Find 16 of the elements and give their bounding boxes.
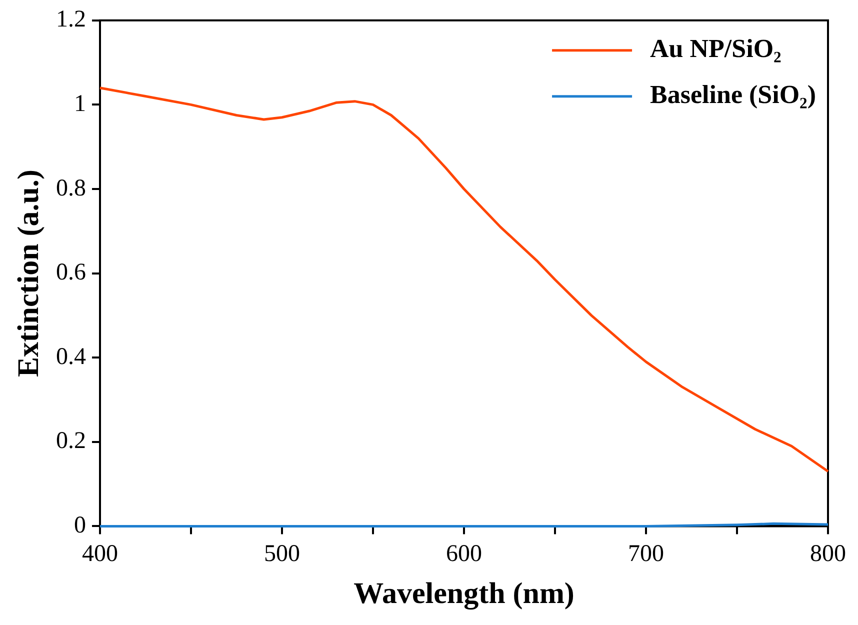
y-tick-label: 0.2 xyxy=(56,428,86,454)
legend-label: Au NP/SiO₂ xyxy=(650,34,782,64)
y-tick-label: 1 xyxy=(74,90,86,117)
y-tick-label: 0.4 xyxy=(56,344,86,370)
x-tick-label: 600 xyxy=(446,540,482,567)
x-axis-title: Wavelength (nm) xyxy=(354,576,574,610)
x-tick-label: 700 xyxy=(628,540,664,567)
y-tick-label: 1.2 xyxy=(56,6,86,33)
x-tick-label: 800 xyxy=(810,540,846,567)
y-axis-title: Extinction (a.u.) xyxy=(12,170,45,378)
y-tick-label: 0 xyxy=(74,512,86,538)
x-tick-label: 500 xyxy=(264,540,300,567)
legend-label: Baseline (SiO₂) xyxy=(650,80,816,110)
y-tick-label: 0.8 xyxy=(56,175,86,202)
y-tick-label: 0.6 xyxy=(56,260,86,286)
x-tick-label: 400 xyxy=(82,540,118,567)
